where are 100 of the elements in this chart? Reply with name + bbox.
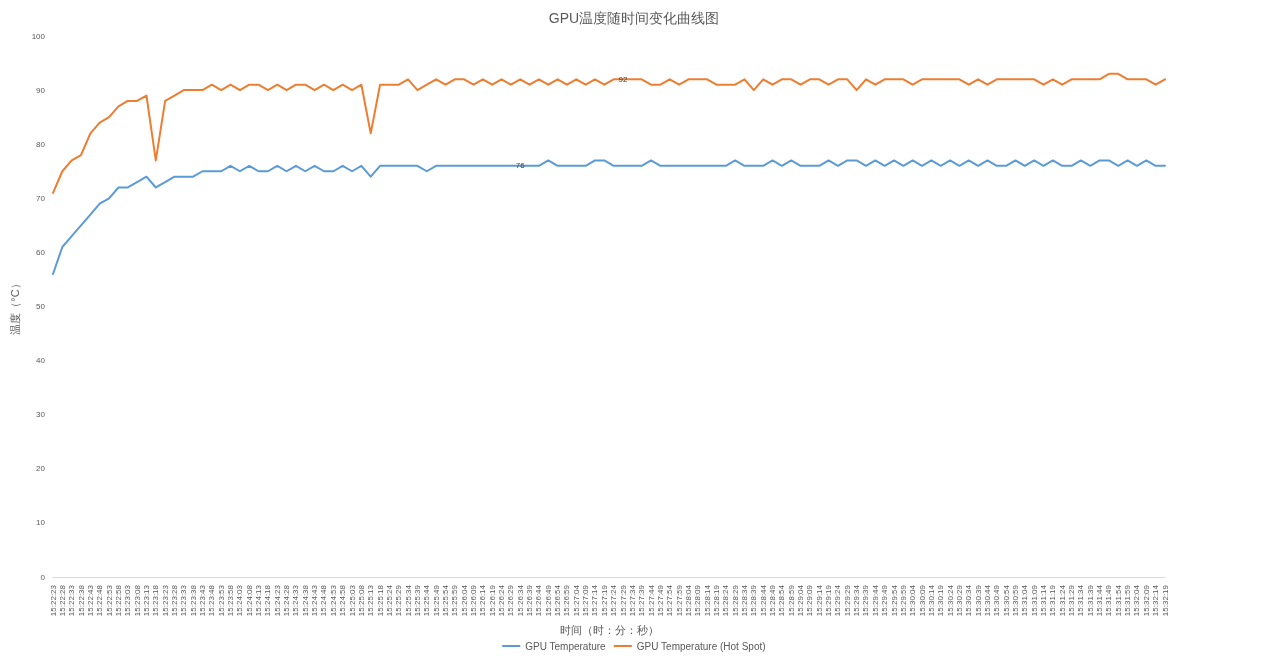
x-tick-label: 15:30:34 <box>964 584 974 617</box>
x-tick-label: 15:23:18 <box>151 584 161 617</box>
y-tick-label: 60 <box>36 247 46 257</box>
x-tick-label: 15:23:38 <box>188 584 198 617</box>
x-tick-label: 15:27:39 <box>637 584 647 617</box>
x-tick-label: 15:31:19 <box>1048 584 1058 617</box>
x-tick-label: 15:29:24 <box>833 584 843 617</box>
x-tick-label: 15:23:23 <box>160 584 170 617</box>
x-tick-label: 15:24:08 <box>244 584 254 617</box>
y-tick-label: 20 <box>36 464 46 474</box>
x-tick-label: 15:25:59 <box>450 584 460 617</box>
x-tick-label: 15:31:49 <box>1104 584 1114 617</box>
x-tick-label: 15:29:04 <box>796 584 806 617</box>
x-tick-label: 15:27:59 <box>674 584 684 617</box>
x-tick-label: 15:30:29 <box>954 584 964 617</box>
x-tick-label: 15:23:13 <box>141 584 151 617</box>
x-tick-label: 15:29:09 <box>805 584 815 617</box>
x-tick-label: 15:27:44 <box>646 584 656 617</box>
x-tick-label: 15:30:14 <box>926 584 936 617</box>
x-tick-label: 15:28:59 <box>786 584 796 617</box>
x-tick-label: 15:27:04 <box>571 584 581 617</box>
x-tick-label: 15:31:54 <box>1113 584 1123 617</box>
x-tick-label: 15:30:54 <box>1001 584 1011 617</box>
line-series <box>52 159 1166 276</box>
x-tick-label: 15:32:09 <box>1141 584 1151 617</box>
line-series <box>52 72 1166 194</box>
x-tick-label: 15:28:09 <box>693 584 703 617</box>
x-tick-label: 15:26:09 <box>469 584 478 617</box>
x-tick-label: 15:31:44 <box>1095 584 1105 617</box>
x-tick-label: 15:25:49 <box>431 584 441 617</box>
x-tick-label: 15:31:14 <box>1039 584 1049 617</box>
x-tick-label: 15:25:03 <box>347 584 357 617</box>
y-tick-label: 10 <box>36 518 46 528</box>
x-tick-label: 15:22:43 <box>85 584 95 617</box>
x-tick-label: 15:29:54 <box>889 584 899 617</box>
x-tick-label: 15:32:19 <box>1160 584 1170 617</box>
y-tick-label: 40 <box>36 356 46 366</box>
x-tick-label: 15:22:28 <box>57 584 67 617</box>
x-tick-label: 15:28:14 <box>702 584 712 617</box>
x-tick-label: 15:26:44 <box>534 584 544 617</box>
x-tick-label: 15:31:04 <box>1020 584 1030 617</box>
x-tick-label: 15:28:19 <box>711 584 721 617</box>
x-tick-label: 15:29:29 <box>842 584 852 617</box>
y-tick-label: 0 <box>40 572 46 582</box>
x-tick-label: 15:27:14 <box>590 584 600 617</box>
x-tick-label: 15:29:44 <box>870 584 880 617</box>
x-tick-label: 15:28:39 <box>749 584 759 617</box>
y-tick-label: 80 <box>36 139 46 149</box>
y-tick-label: 90 <box>36 85 46 95</box>
x-tick-label: 15:32:04 <box>1132 584 1142 617</box>
x-tick-label: 15:25:24 <box>384 584 394 617</box>
x-tick-label: 15:24:53 <box>328 584 338 617</box>
x-tick-label: 15:29:34 <box>852 584 862 617</box>
x-tick-label: 15:23:33 <box>179 584 189 617</box>
x-tick-label: 15:28:34 <box>740 584 749 617</box>
x-tick-label: 15:27:19 <box>599 584 609 617</box>
x-tick-label: 15:30:49 <box>992 584 1002 617</box>
x-tick-label: 15:23:58 <box>226 584 236 617</box>
x-tick-label: 15:27:09 <box>581 584 591 617</box>
annotation: 76 <box>515 161 526 171</box>
x-tick-label: 15:24:33 <box>291 584 301 617</box>
x-tick-label: 15:28:29 <box>730 584 740 617</box>
x-tick-label: 15:30:39 <box>973 584 983 617</box>
x-tick-label: 15:26:14 <box>478 584 488 617</box>
x-tick-label: 15:22:23 <box>48 584 58 617</box>
x-tick-label: 15:24:13 <box>254 584 264 617</box>
x-tick-label: 15:25:08 <box>356 584 366 617</box>
x-tick-label: 15:26:54 <box>553 584 563 617</box>
y-tick-label: 70 <box>36 193 46 203</box>
x-tick-label: 15:27:29 <box>618 584 628 617</box>
legend-label: GPU Temperature <box>525 640 607 652</box>
x-tick-label: 15:26:34 <box>515 584 525 617</box>
x-tick-label: 15:31:34 <box>1076 584 1086 617</box>
x-tick-label: 15:24:48 <box>319 584 329 617</box>
x-tick-label: 15:25:54 <box>440 584 450 617</box>
x-tick-label: 15:31:29 <box>1067 584 1077 617</box>
x-tick-label: 15:25:39 <box>412 584 422 617</box>
x-tick-label: 15:29:59 <box>898 584 908 617</box>
x-tick-label: 15:30:59 <box>1010 584 1020 617</box>
x-tick-label: 15:27:54 <box>665 584 675 617</box>
x-tick-label: 15:27:24 <box>609 584 619 617</box>
x-tick-label: 15:30:04 <box>908 584 918 617</box>
x-tick-label: 15:30:19 <box>936 584 946 617</box>
y-tick-label: 100 <box>31 31 46 41</box>
x-tick-label: 15:26:19 <box>487 584 497 617</box>
x-tick-label: 15:23:43 <box>198 584 208 617</box>
x-tick-label: 15:30:44 <box>982 584 992 617</box>
x-tick-label: 15:23:53 <box>216 584 226 617</box>
x-tick-label: 15:23:28 <box>169 584 179 617</box>
x-tick-label: 15:31:24 <box>1057 584 1067 617</box>
x-tick-label: 15:25:44 <box>422 584 432 617</box>
x-tick-label: 15:27:49 <box>655 584 665 617</box>
x-tick-label: 15:26:04 <box>459 584 469 617</box>
x-tick-label: 15:28:54 <box>777 584 787 617</box>
x-tick-label: 15:22:33 <box>67 584 77 617</box>
x-tick-label: 15:22:58 <box>113 584 123 617</box>
x-tick-label: 15:23:08 <box>132 584 142 617</box>
x-axis-title: 时间（时：分：秒） <box>559 623 659 636</box>
y-tick-label: 50 <box>36 302 46 311</box>
x-tick-label: 15:26:59 <box>562 584 572 617</box>
